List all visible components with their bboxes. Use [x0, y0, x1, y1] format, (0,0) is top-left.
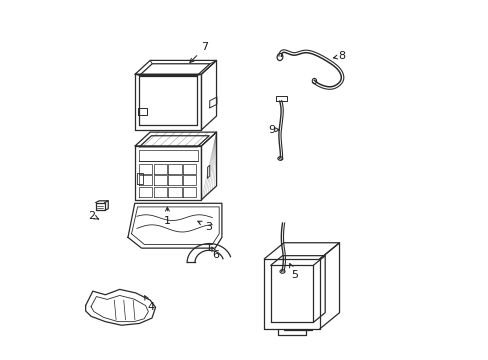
Text: 7: 7 [189, 42, 208, 62]
Text: 9: 9 [267, 125, 279, 135]
Text: 4: 4 [144, 296, 155, 312]
Text: 2: 2 [88, 211, 99, 221]
Text: 8: 8 [333, 51, 344, 61]
Text: 1: 1 [163, 207, 170, 226]
Text: 3: 3 [198, 221, 212, 231]
Text: 5: 5 [289, 264, 298, 280]
Text: 6: 6 [211, 247, 219, 260]
